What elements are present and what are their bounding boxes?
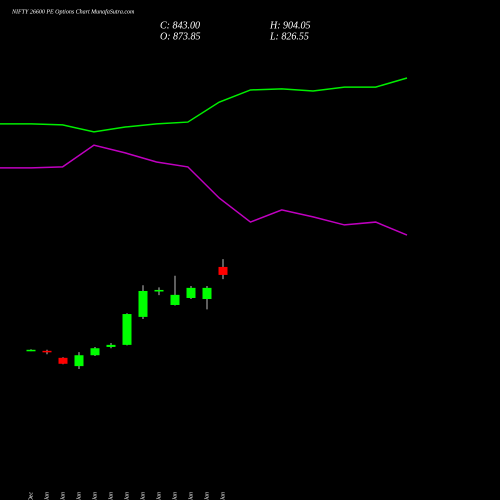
x-tick-label: 09 Jan: [140, 492, 146, 500]
candle-body: [122, 314, 132, 345]
x-tick-label: 02 Jan: [60, 492, 66, 500]
candle-body: [26, 349, 36, 352]
x-tick-label: 01 Jan: [44, 492, 50, 500]
candle-body: [218, 266, 228, 275]
candle-body: [138, 290, 148, 317]
x-tick-label: 07 Jan: [108, 492, 114, 500]
candle-body: [170, 294, 180, 305]
candle-body: [42, 350, 52, 353]
candle-body: [74, 355, 84, 367]
candle-body: [154, 289, 164, 292]
x-tick-label: 13 Jan: [172, 492, 178, 500]
x-tick-label: 08 Jan: [124, 492, 130, 500]
indicator-line: [0, 77, 408, 133]
low-label: L: 826.55: [269, 31, 309, 42]
chart-title: NIFTY 26600 PE Options Chart MunafaSutra…: [11, 8, 135, 15]
high-label: H: 904.05: [269, 20, 311, 31]
x-tick-label: 15 Jan: [204, 492, 210, 500]
candle-body: [90, 348, 100, 356]
close-label: C: 843.00: [160, 20, 200, 31]
x-tick-label: 31 Dec: [28, 492, 34, 500]
indicator-line: [0, 144, 408, 236]
x-tick-label: 10 Jan: [156, 492, 162, 500]
x-tick-label: 06 Jan: [92, 492, 98, 500]
candle-body: [202, 287, 212, 300]
x-tick-label: 14 Jan: [187, 492, 194, 500]
x-tick-label: 16 Jan: [220, 492, 226, 500]
candle-body: [58, 357, 68, 364]
candle-body: [186, 287, 196, 298]
open-label: O: 873.85: [160, 31, 201, 42]
candle-body: [106, 344, 116, 347]
x-tick-label: 03 Jan: [76, 492, 82, 500]
